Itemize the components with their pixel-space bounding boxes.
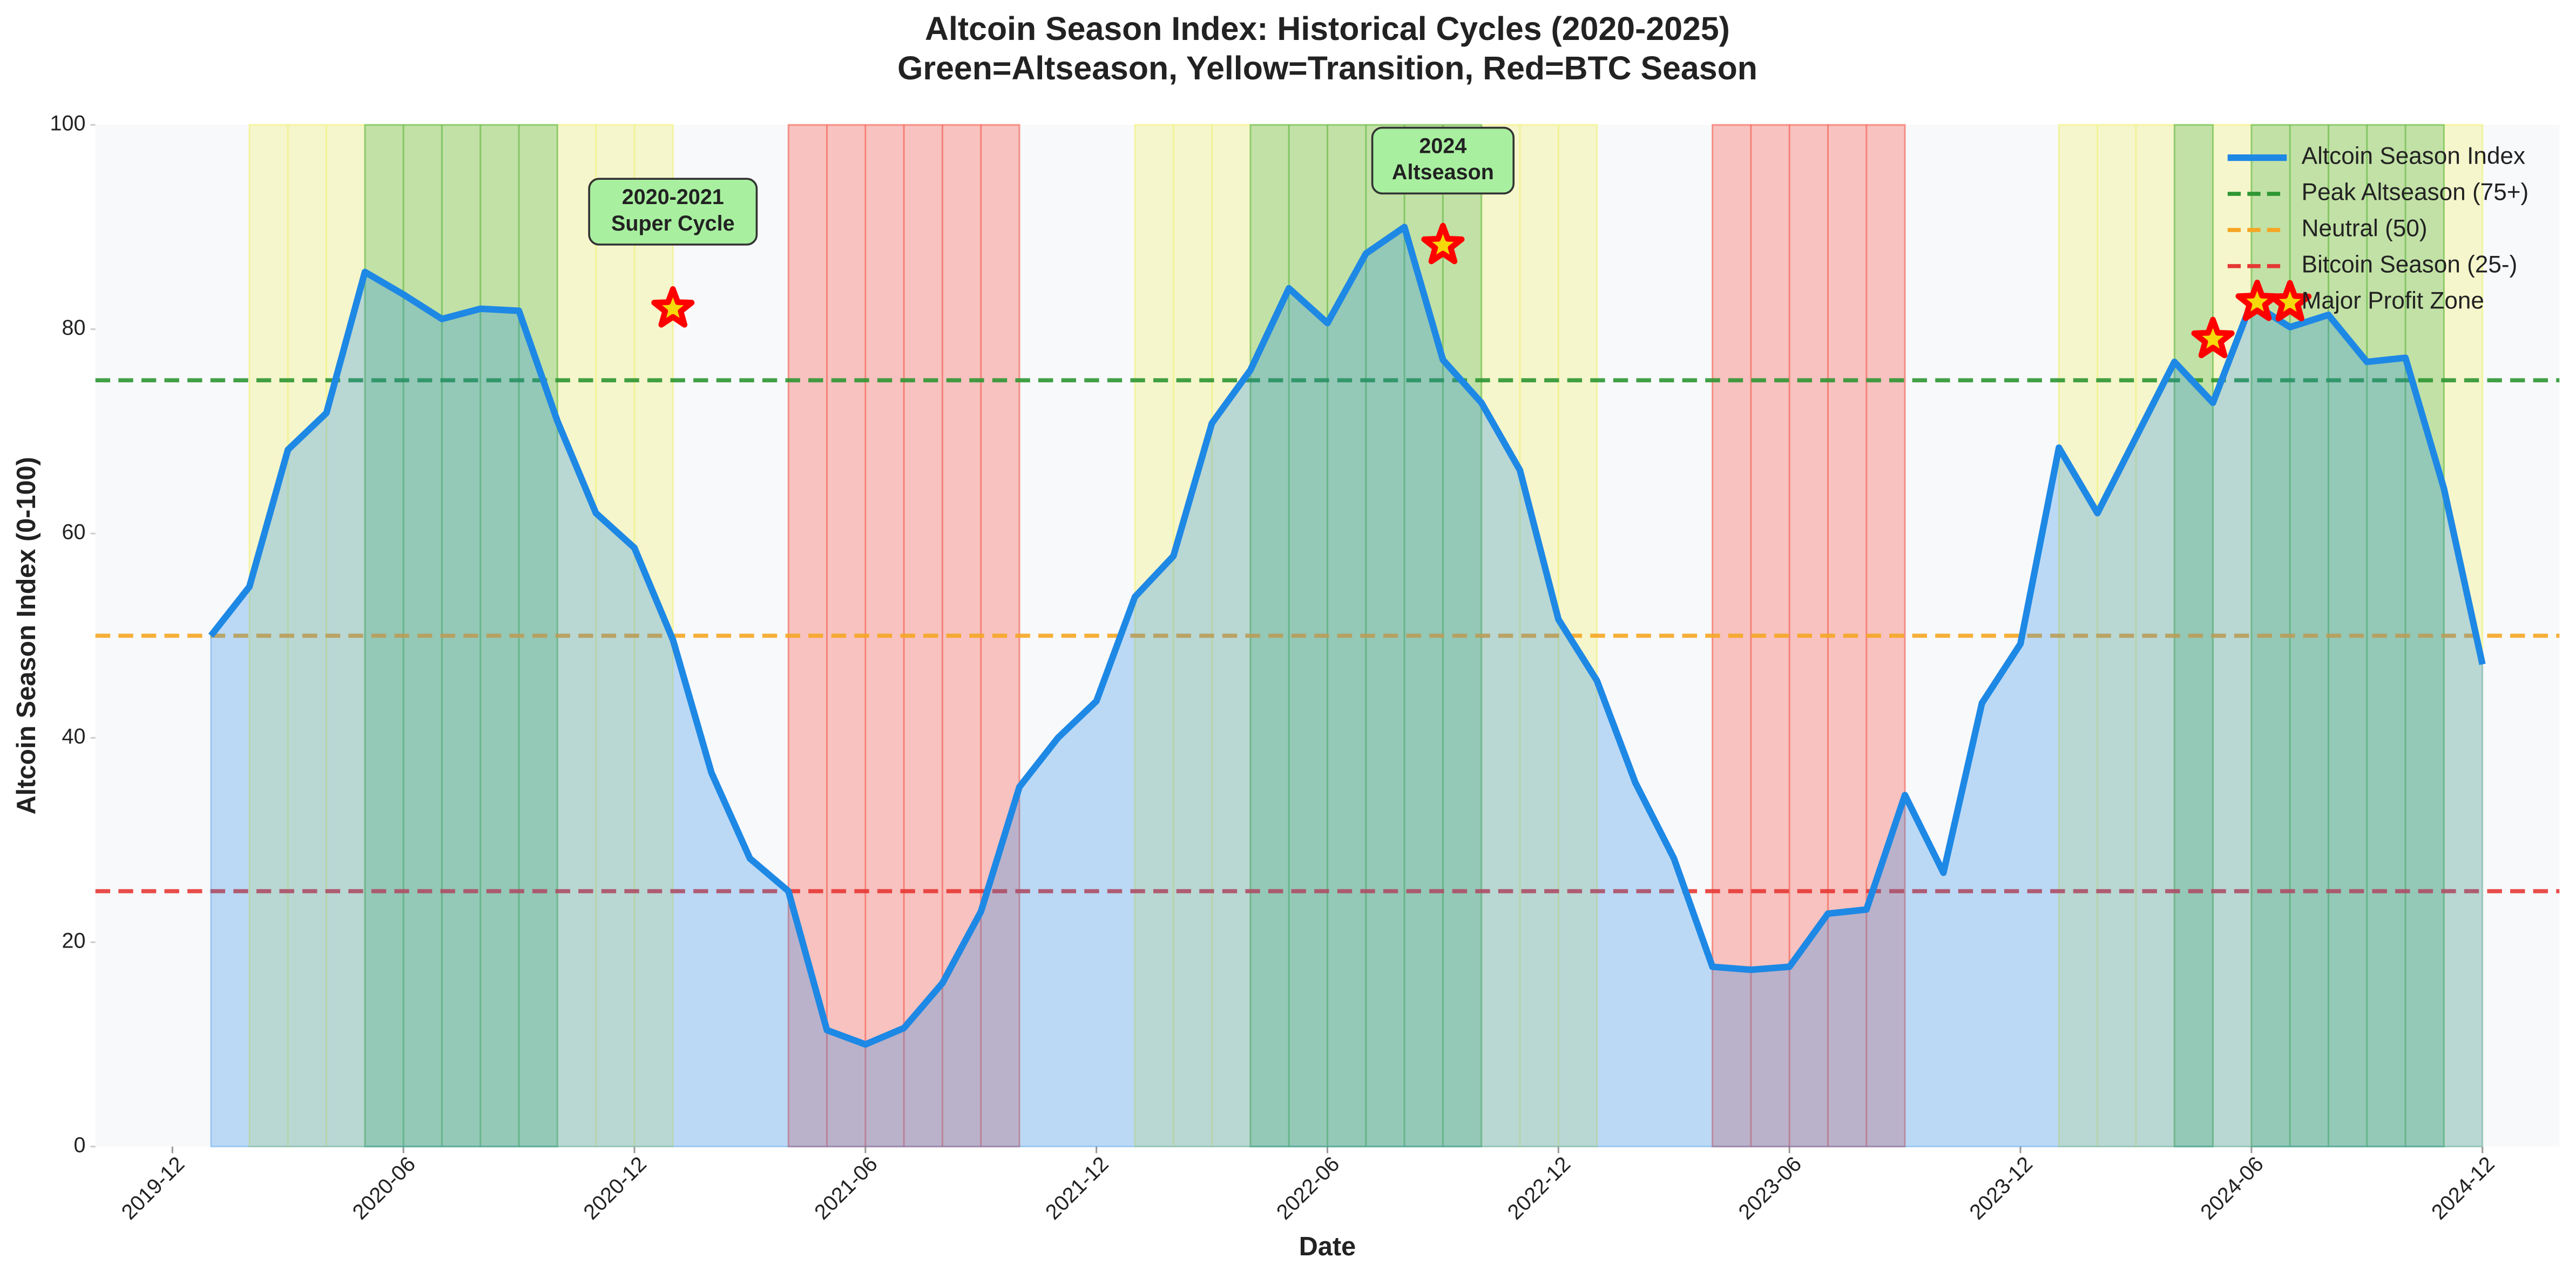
y-tick-label: 80 [62,316,85,340]
legend-swatch [2235,279,2279,321]
legend-label: Peak Altseason (75+) [2302,179,2529,206]
legend-label: Major Profit Zone [2302,287,2484,314]
legend-label: Altcoin Season Index [2302,143,2525,170]
y-tick-label: 20 [62,929,85,953]
legend-label: Neutral (50) [2302,215,2428,242]
legend-label: Bitcoin Season (25-) [2302,252,2518,278]
profit-star [2191,316,2235,359]
y-axis-label: Altcoin Season Index (0-100) [12,457,41,814]
annotation-text: 2020-2021 [622,185,724,209]
y-tick-label: 40 [62,725,85,748]
profit-star [651,286,695,328]
profit-star [1421,222,1465,265]
annotation-box [1371,126,1515,195]
chart-subtitle: Green=Altseason, Yellow=Transition, Red=… [897,50,1757,86]
annotation-text: Altseason [1392,160,1494,184]
annotation-box [588,178,758,246]
annotation-text: 2024 [1419,134,1466,158]
y-tick-label: 100 [50,112,85,136]
x-axis-label: Date [1299,1232,1356,1261]
series-line [208,224,2486,1048]
annotation-text: Super Cycle [611,212,735,235]
y-tick-label: 60 [62,520,85,544]
chart-title: Altcoin Season Index: Historical Cycles … [925,10,1730,47]
y-tick-label: 0 [73,1133,85,1157]
